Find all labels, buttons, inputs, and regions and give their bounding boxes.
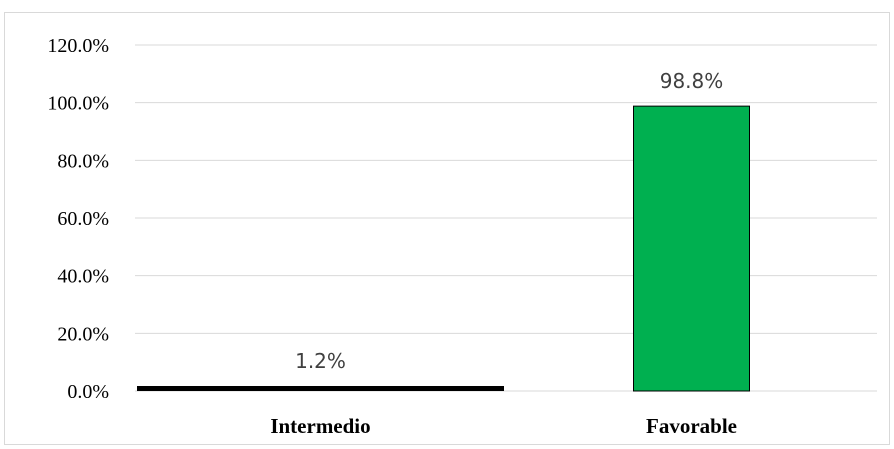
chart-frame: 0.0% 20.0% 40.0% 60.0% 80.0% 100.0% 120.0% 1.2…	[4, 12, 890, 445]
y-tick-label: 20.0%	[57, 323, 109, 345]
bars	[137, 105, 750, 392]
y-tick-label: 60.0%	[57, 208, 109, 230]
y-tick-label: 0.0%	[67, 381, 109, 403]
bar-chart: 0.0% 20.0% 40.0% 60.0% 80.0% 100.0% 120.0% 1.2…	[47, 35, 877, 438]
y-axis-tick-labels: 0.0% 20.0% 40.0% 60.0% 80.0% 100.0% 120.0%	[47, 35, 109, 403]
y-tick-label: 80.0%	[57, 150, 109, 172]
x-axis-category-labels: Intermedio Favorable	[270, 414, 737, 438]
y-tick-label: 40.0%	[57, 266, 109, 288]
data-label-intermedio: 1.2%	[295, 349, 346, 373]
bar-intermedio	[137, 386, 504, 391]
data-labels: 1.2% 98.8%	[295, 69, 723, 373]
data-label-favorable: 98.8%	[660, 69, 724, 93]
bar-favorable	[633, 105, 750, 392]
y-tick-label: 100.0%	[47, 93, 109, 115]
gridlines	[135, 44, 877, 392]
y-tick-label: 120.0%	[47, 35, 109, 57]
category-label-intermedio: Intermedio	[270, 414, 370, 438]
category-label-favorable: Favorable	[646, 414, 737, 438]
